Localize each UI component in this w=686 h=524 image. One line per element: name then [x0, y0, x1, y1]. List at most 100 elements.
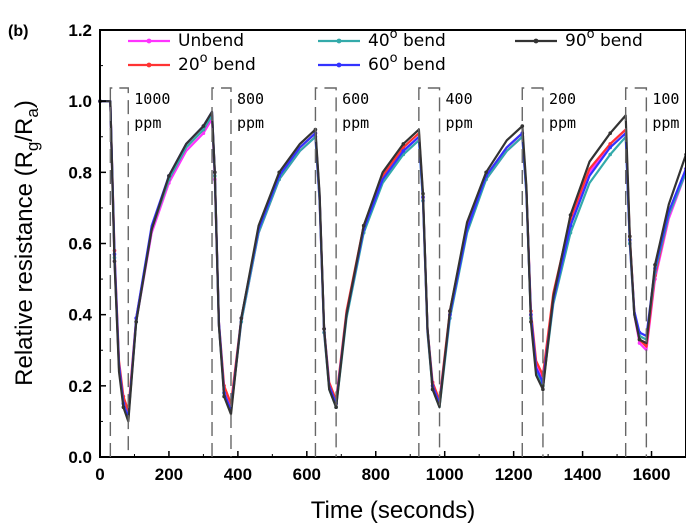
- legend-label-1: 40o bend: [368, 27, 446, 51]
- x-tick-label: 0: [95, 465, 104, 484]
- x-axis: 0 200 400 600 800 1000 1200 1400 1600: [95, 451, 670, 484]
- data-point: [222, 394, 226, 399]
- legend-text: 60: [368, 55, 390, 75]
- data-point: [430, 387, 435, 392]
- unit-label: ppm: [549, 114, 576, 132]
- legend-degree: o: [587, 27, 595, 42]
- concentration-label: 400: [446, 90, 473, 108]
- legend-text: Unbend: [178, 31, 244, 51]
- data-point: [421, 191, 425, 196]
- x-tick-label: 1000: [426, 465, 464, 484]
- data-point: [201, 124, 206, 128]
- concentration-label: 800: [237, 90, 264, 108]
- legend-label-4: 60o bend: [368, 51, 446, 75]
- exposure-window-1: [211, 87, 232, 457]
- concentration-label: 600: [342, 90, 369, 108]
- legend-degree: o: [390, 51, 398, 66]
- data-point: [637, 341, 642, 345]
- data-point: [448, 309, 452, 313]
- data-point: [239, 316, 244, 321]
- concentration-label: 100: [652, 90, 679, 108]
- exposure-windows: 1000 ppm 800 ppm 600 ppm 400 ppm 200 ppm 100 ppm: [109, 87, 679, 457]
- data-point: [628, 234, 632, 239]
- data-point: [653, 263, 657, 267]
- legend-label-0: Unbend: [178, 31, 244, 51]
- legend-marker-0: [146, 38, 152, 44]
- data-point: [112, 259, 117, 264]
- data-point: [401, 142, 406, 146]
- y-axis-title-end: ): [11, 100, 38, 108]
- legend-label-3: 20o bend: [178, 51, 256, 75]
- y-axis-title-mid: /R: [11, 118, 38, 142]
- exposure-window-4: [521, 87, 544, 457]
- data-point: [334, 405, 338, 410]
- data-point: [608, 145, 612, 150]
- data-point: [608, 131, 612, 135]
- data-point: [213, 170, 217, 175]
- y-axis-title: Relative resistance (Rg/Ra): [11, 100, 42, 386]
- legend-suffix: bend: [595, 31, 643, 51]
- y-axis-title-sub-g: g: [23, 142, 42, 151]
- concentration-label: 1000: [134, 90, 170, 108]
- x-tick-label: 1400: [564, 465, 602, 484]
- data-point: [167, 174, 171, 178]
- x-tick-label: 400: [224, 465, 252, 484]
- x-tick-label: 800: [362, 465, 390, 484]
- concentration-label: 200: [549, 90, 576, 108]
- x-tick-label: 1200: [495, 465, 533, 484]
- series-line-4: [100, 100, 686, 423]
- y-axis-title-sub-a: a: [23, 108, 42, 118]
- y-tick-label: 0.6: [68, 235, 92, 254]
- legend-suffix: bend: [398, 31, 446, 51]
- data-point: [361, 223, 366, 228]
- exposure-window-2: [314, 87, 337, 457]
- legend-text: 40: [368, 31, 390, 51]
- data-point: [608, 142, 612, 146]
- exposure-window-0: [109, 87, 129, 457]
- legend-label-2: 90o bend: [565, 27, 643, 51]
- legend-suffix: bend: [208, 55, 256, 75]
- data-point: [201, 131, 206, 135]
- x-tick-label: 200: [155, 465, 183, 484]
- legend-marker-4: [336, 62, 342, 68]
- legend-marker-1: [336, 38, 342, 44]
- y-tick-label: 0.4: [68, 306, 92, 325]
- legend-degree: o: [390, 27, 398, 42]
- data-point: [529, 320, 533, 324]
- series-line-1: [100, 100, 686, 412]
- y-axis: 0.0 0.2 0.4 0.6 0.8 1.0 1.2: [68, 21, 106, 467]
- legend-degree: o: [200, 51, 208, 66]
- unit-label: ppm: [134, 114, 161, 132]
- data-point: [401, 149, 406, 153]
- data-point: [608, 152, 612, 157]
- y-axis-title-main: Relative resistance (R: [11, 151, 38, 386]
- legend-text: 20: [178, 55, 200, 75]
- data-point: [637, 337, 642, 342]
- y-tick-label: 0.0: [68, 448, 92, 467]
- data-point: [201, 127, 206, 132]
- unit-label: ppm: [652, 114, 679, 132]
- x-axis-title: Time (seconds): [311, 497, 475, 524]
- exposure-window-5: [624, 87, 648, 457]
- plot-frame: [99, 29, 686, 458]
- series-line-2: [100, 100, 686, 419]
- data-point: [568, 213, 573, 217]
- data-point: [484, 170, 488, 175]
- data-point: [121, 405, 126, 410]
- plot-area: [98, 99, 686, 423]
- unit-label: ppm: [342, 114, 369, 132]
- legend-text: 90: [565, 31, 587, 51]
- unit-label: ppm: [446, 114, 473, 132]
- data-point: [277, 170, 282, 175]
- x-tick-label: 600: [293, 465, 321, 484]
- data-point: [520, 124, 525, 128]
- data-point: [322, 327, 326, 331]
- y-tick-label: 1.2: [68, 21, 92, 40]
- unit-label: ppm: [237, 114, 264, 132]
- data-point: [541, 387, 545, 392]
- x-tick-label: 1600: [633, 465, 671, 484]
- legend-marker-2: [533, 38, 539, 44]
- panel-label: (b): [8, 23, 28, 40]
